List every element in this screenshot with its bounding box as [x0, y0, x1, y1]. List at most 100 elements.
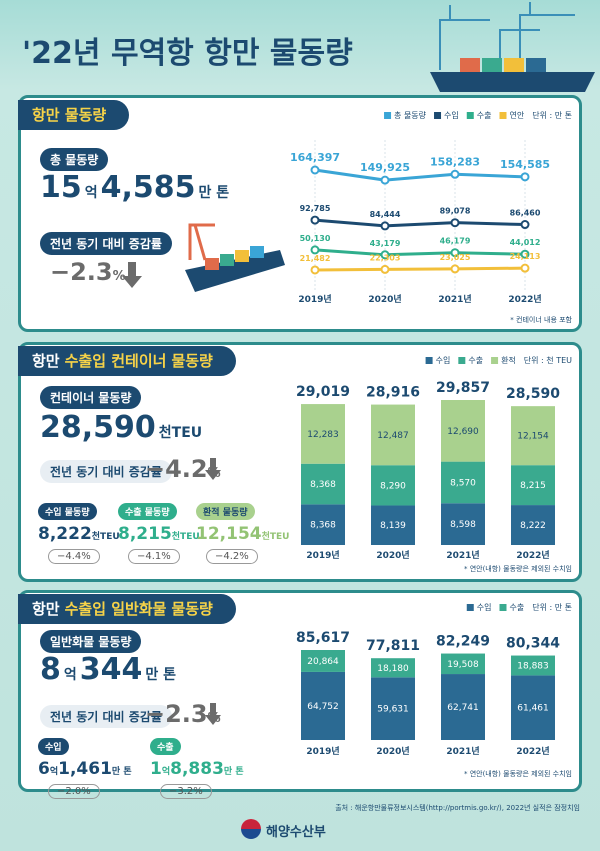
x-tick-label: 2021년: [446, 745, 479, 757]
sub-change-unit: %: [193, 786, 203, 797]
legend-label: 연안: [510, 110, 525, 120]
kpi-label: 컨테이너 물동량: [40, 386, 142, 409]
chart-note: * 연안(내항) 물동량은 제외된 수치임: [464, 769, 572, 778]
sub-label: 수출 물동량: [118, 503, 177, 520]
legend-swatch: [491, 357, 499, 364]
ship-illustration: [185, 223, 285, 292]
data-point: [450, 218, 460, 228]
data-label: 19,508: [447, 660, 479, 670]
chart-note: * 연안(내항) 물동량은 제외된 수치임: [464, 564, 572, 573]
total-label: 29,857: [436, 380, 490, 396]
data-label: 8,368: [310, 521, 336, 531]
data-point: [450, 248, 460, 258]
data-point: [520, 263, 530, 273]
data-label: 8,290: [380, 481, 406, 491]
kpi-value: 15 억 4,585 만 톤: [40, 170, 232, 205]
legend-swatch: [499, 112, 507, 119]
bar-segment: [371, 465, 415, 506]
series-line: [314, 266, 526, 272]
x-tick-label: 2022년: [508, 293, 541, 305]
data-label: 8,598: [450, 520, 476, 530]
sub-change: −4.2%: [206, 549, 258, 564]
sub-label: 수출: [150, 738, 181, 755]
sub-unit: 만 톤: [223, 767, 244, 777]
bar-segment: [301, 404, 345, 464]
kpi-label: 총 물동량: [40, 148, 109, 171]
legend-swatch: [466, 112, 474, 119]
sub-unit: 천TEU: [261, 532, 290, 542]
change-value: −2.3%: [50, 258, 126, 286]
change-label: 전년 동기 대비 증감률: [40, 232, 172, 255]
sub-unit: 만 톤: [111, 767, 132, 777]
sub-change-number: −4.4: [57, 551, 82, 562]
data-label: 46,179: [440, 237, 471, 246]
sub-kpi: 수출 1억8,883만 톤 −3.2%: [150, 735, 244, 799]
kpi-unit: 천TEU: [158, 425, 203, 441]
total-label: 80,344: [506, 636, 560, 652]
legend-swatch: [425, 357, 433, 364]
sub-number: 1: [150, 759, 162, 779]
data-label: 12,690: [447, 427, 479, 437]
down-arrow: [122, 262, 142, 288]
x-tick-label: 2020년: [376, 745, 409, 757]
data-label: 22,303: [370, 253, 401, 262]
x-tick-label: 2019년: [306, 549, 339, 561]
x-tick-label: 2020년: [376, 549, 409, 561]
data-label: 62,741: [447, 703, 479, 713]
legend-label: 총 물동량: [394, 110, 427, 120]
sub-change: −2.0%: [48, 784, 100, 799]
change-number: −2.3: [145, 700, 208, 728]
bar-segment: [371, 404, 415, 466]
heading-text: 항만: [32, 352, 60, 370]
kpi-number: 15: [40, 170, 82, 205]
stacked-bar-chart: 단위 : 천 TEU 환적 수출 수입 2019년 8,368 8,368 12,283 29,…: [296, 355, 572, 573]
ministry-name: 해양수산부: [266, 825, 326, 840]
page-title: '22년 무역항 항만 물동량: [22, 36, 353, 71]
sub-number: 1,461: [58, 759, 112, 779]
bar-segment: [511, 505, 555, 545]
data-label: 8,570: [450, 478, 476, 488]
bar-segment: [511, 675, 555, 740]
bar-segment: [371, 677, 415, 740]
bar-segment: [371, 658, 415, 678]
change-value: −4.2%: [145, 455, 221, 483]
sub-kpi: 수출 물동량 8,215천TEU −4.1%: [118, 500, 200, 564]
bar-segment: [441, 674, 485, 740]
sub-change-unit: %: [81, 551, 91, 562]
sub-change-unit: %: [161, 551, 171, 562]
legend-swatch: [384, 112, 392, 119]
section-heading: 항만 물동량: [18, 100, 130, 130]
data-label: 8,215: [520, 481, 546, 491]
data-label: 158,283: [430, 155, 480, 168]
data-label: 92,785: [300, 204, 331, 213]
data-point: [310, 245, 320, 255]
bar-segment: [441, 400, 485, 462]
total-label: 82,249: [436, 634, 490, 650]
down-arrow: [205, 703, 221, 725]
data-label: 59,631: [377, 705, 409, 715]
legend-unit: 단위 : 만 톤: [532, 110, 572, 120]
sub-number: 8,222: [38, 524, 92, 544]
sub-number: 8,215: [118, 524, 172, 544]
sub-change: −4.4%: [48, 549, 100, 564]
x-tick-label: 2021년: [446, 549, 479, 561]
data-label: 61,461: [517, 704, 549, 714]
data-label: 89,078: [440, 207, 471, 216]
x-tick-label: 2019년: [306, 745, 339, 757]
x-tick-label: 2019년: [298, 293, 331, 305]
kpi-number: 344: [79, 652, 143, 687]
section-heading: 항만 수출입 일반화물 물동량: [18, 594, 236, 624]
kpi-value: 28,590 천TEU: [40, 410, 205, 445]
heading-text: 항만 물동량: [32, 106, 107, 124]
data-point: [450, 169, 460, 179]
data-label: 12,154: [517, 432, 549, 442]
kpi-unit: 억: [63, 667, 77, 683]
data-point: [380, 250, 390, 260]
heading-text: 물동량: [171, 352, 213, 370]
bar-segment: [301, 671, 345, 740]
sub-number: 8,883: [170, 759, 224, 779]
data-label: 18,180: [377, 664, 409, 674]
change-label: 전년 동기 대비 증감률: [40, 705, 172, 728]
panel: [18, 95, 582, 332]
